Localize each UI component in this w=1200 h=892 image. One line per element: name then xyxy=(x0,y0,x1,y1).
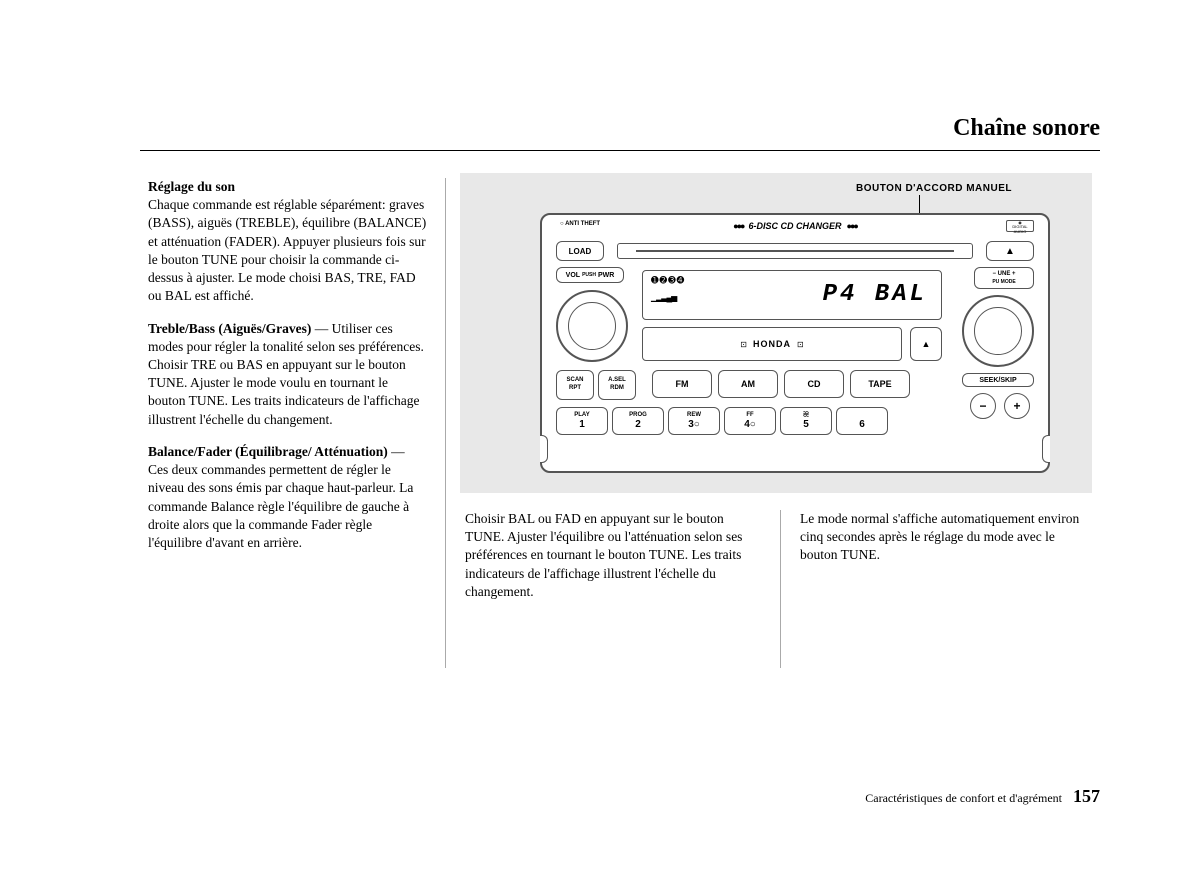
lcd-indicators: ➊➋➌➍ xyxy=(651,275,685,286)
section-treble-bass: Treble/Bass (Aiguës/Graves) — Utiliser c… xyxy=(148,320,428,429)
fm-button: FM xyxy=(652,370,712,398)
vol-pwr-label: VOLPUSHPWR xyxy=(556,267,624,283)
preset-2: PROG2 xyxy=(612,407,664,435)
column-1: Réglage du son Chaque commande est régla… xyxy=(148,178,428,566)
text-reglage: Chaque commande est réglable séparément:… xyxy=(148,197,426,303)
scan-rpt-button: SCANRPT xyxy=(556,370,594,400)
text-col3: Le mode normal s'affiche automatiquement… xyxy=(800,510,1080,565)
page-footer: Caractéristiques de confort et d'agrémen… xyxy=(865,786,1100,807)
asel-rdm-button: A.SELRDM xyxy=(598,370,636,400)
tune-knob xyxy=(962,295,1034,367)
column-3: Le mode normal s'affiche automatiquement… xyxy=(800,510,1080,579)
heading-reglage: Réglage du son xyxy=(148,179,235,194)
figure-caption: BOUTON D'ACCORD MANUEL xyxy=(856,183,1012,194)
section-reglage: Réglage du son Chaque commande est régla… xyxy=(148,178,428,306)
cd-button: CD xyxy=(784,370,844,398)
text-balance: — Ces deux commandes permettent de régle… xyxy=(148,444,413,550)
preset-6: 6 xyxy=(836,407,888,435)
section-balance-fader: Balance/Fader (Équilibrage/ Atténuation)… xyxy=(148,443,428,552)
left-notch xyxy=(540,435,548,463)
preset-row: PLAY1 PROG2 REW3○ FF4○ ⫔⫔5 6 xyxy=(556,407,888,435)
seek-minus-button: − xyxy=(970,393,996,419)
vertical-divider-1 xyxy=(445,178,446,668)
page-number: 157 xyxy=(1073,786,1100,806)
antitheft-label: ○ ANTI THEFT xyxy=(560,221,600,227)
text-treble: — Utiliser ces modes pour régler la tona… xyxy=(148,321,424,427)
column-2: Choisir BAL ou FAD en appuyant sur le bo… xyxy=(465,510,745,615)
vertical-divider-2 xyxy=(780,510,781,668)
title-divider xyxy=(140,150,1100,151)
volume-knob xyxy=(556,290,628,362)
tape-button: TAPE xyxy=(850,370,910,398)
radio-unit: ●●● 6-DISC CD CHANGER ●●● ○ ANTI THEFT ◉… xyxy=(540,213,1050,473)
brand-label: HONDA xyxy=(753,339,791,349)
right-notch xyxy=(1042,435,1050,463)
eject-tape-button: ▲ xyxy=(910,327,942,361)
bars-icon: ▁▂▃▄▅ xyxy=(651,293,676,302)
heading-balance: Balance/Fader (Équilibrage/ Atténuation) xyxy=(148,444,388,459)
lcd-main-text: P4 BAL xyxy=(823,281,927,308)
seek-skip-label: SEEK/SKIP xyxy=(962,373,1034,387)
disc-logo-icon: ◉DIGITAL AUDIO xyxy=(1006,220,1034,232)
lcd-display: ➊➋➌➍ ▁▂▃▄▅ P4 BAL xyxy=(642,270,942,320)
tune-mode-label: − UNE + PU MODE xyxy=(974,267,1034,289)
page-title: Chaîne sonore xyxy=(953,115,1100,142)
cassette-deck: ⊡ HONDA ⊡ xyxy=(642,327,902,361)
text-col2: Choisir BAL ou FAD en appuyant sur le bo… xyxy=(465,510,745,601)
heading-treble: Treble/Bass (Aiguës/Graves) xyxy=(148,321,311,336)
radio-figure: BOUTON D'ACCORD MANUEL ●●● 6-DISC CD CHA… xyxy=(460,173,1092,493)
cd-slot xyxy=(617,243,973,259)
preset-1: PLAY1 xyxy=(556,407,608,435)
eject-cd-button: ▲ xyxy=(986,241,1034,261)
seek-plus-button: + xyxy=(1004,393,1030,419)
am-button: AM xyxy=(718,370,778,398)
cd-changer-label: ●●● 6-DISC CD CHANGER ●●● xyxy=(542,221,1048,231)
preset-4: FF4○ xyxy=(724,407,776,435)
footer-text: Caractéristiques de confort et d'agrémen… xyxy=(865,791,1062,805)
preset-3: REW3○ xyxy=(668,407,720,435)
preset-5: ⫔⫔5 xyxy=(780,407,832,435)
load-button: LOAD xyxy=(556,241,604,261)
